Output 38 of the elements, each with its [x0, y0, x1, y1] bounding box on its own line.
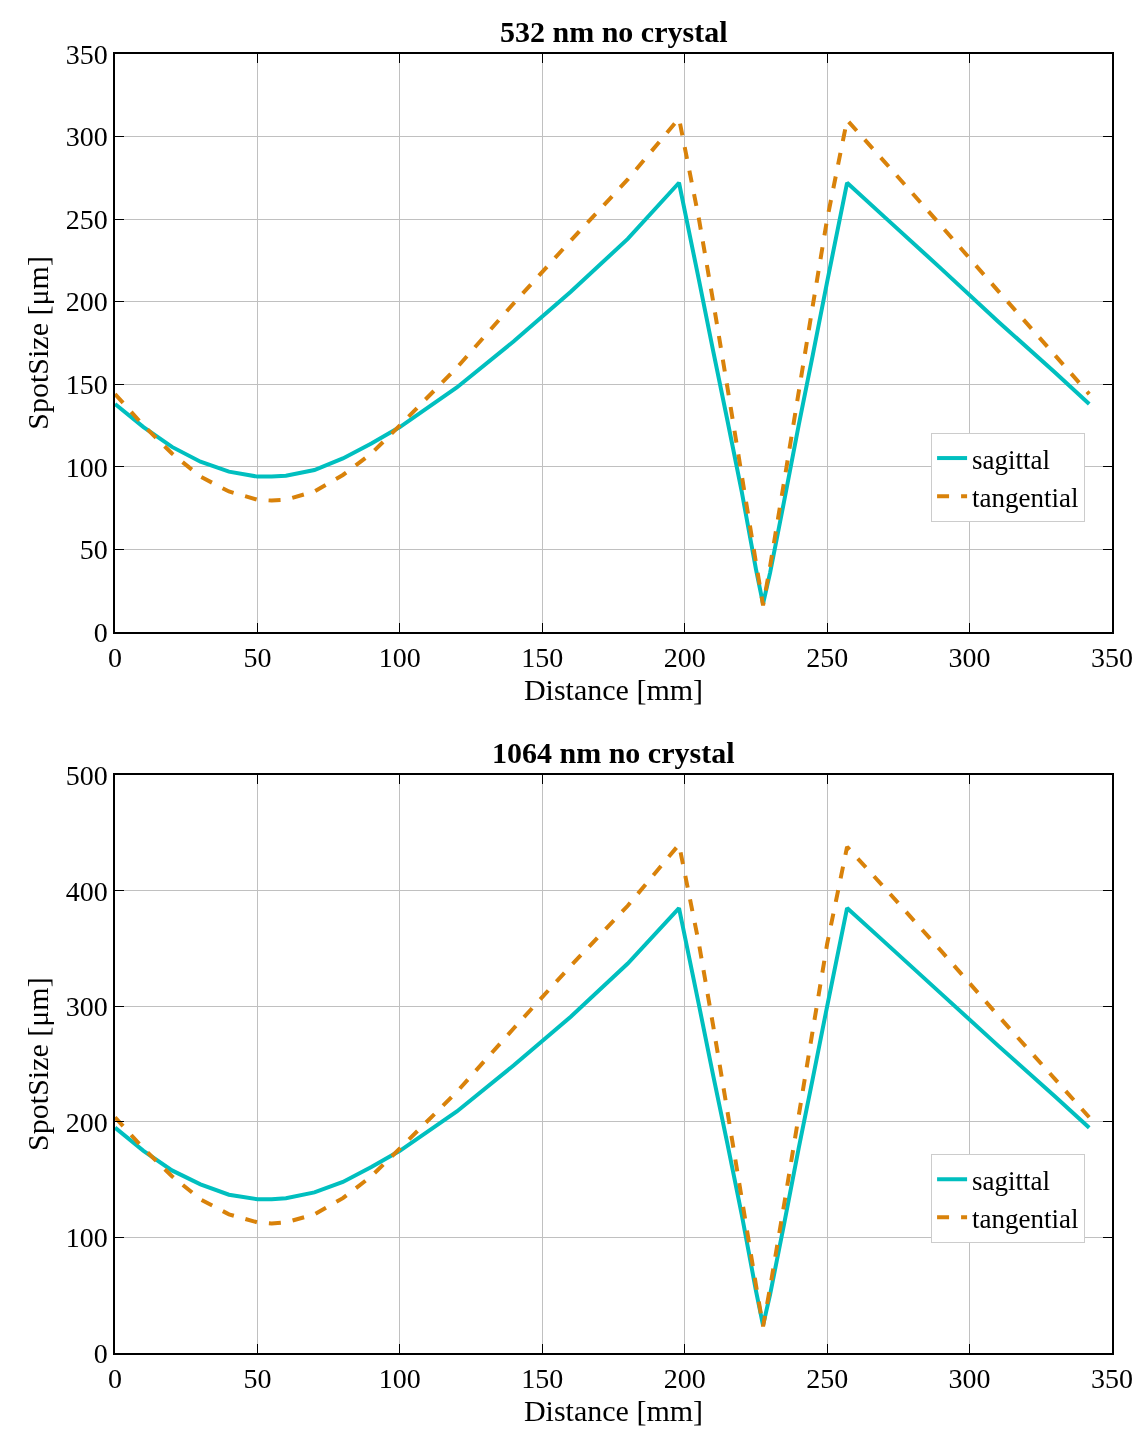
y-tick-label: 250 [65, 203, 108, 235]
x-tick-label: 50 [243, 1363, 272, 1395]
y-tick-label: 0 [93, 616, 108, 648]
y-tick-label: 100 [65, 451, 108, 483]
y-tick-label: 300 [65, 121, 108, 153]
chart-title: 1064 nm no crystal [492, 736, 735, 769]
y-tick-label: 300 [65, 991, 108, 1023]
y-tick-label: 400 [65, 875, 108, 907]
x-tick-label: 200 [663, 642, 706, 674]
y-tick-label: 150 [65, 368, 108, 400]
legend-label: tangential [972, 482, 1079, 513]
x-tick-label: 150 [521, 1363, 564, 1395]
y-tick-label: 350 [65, 38, 108, 70]
x-tick-label: 100 [378, 1363, 421, 1395]
y-axis-title: SpotSize [μm] [21, 256, 55, 430]
x-tick-label: 150 [521, 642, 564, 674]
y-tick-label: 0 [93, 1337, 108, 1369]
x-tick-label: 250 [806, 1363, 849, 1395]
legend-label: sagittal [972, 444, 1051, 475]
y-tick-label: 500 [65, 760, 108, 791]
y-tick-label: 200 [65, 286, 108, 318]
x-tick-label: 350 [1091, 642, 1133, 674]
y-tick-label: 200 [65, 1106, 108, 1138]
legend-label: sagittal [972, 1165, 1051, 1196]
x-tick-label: 300 [948, 1363, 991, 1395]
chart-title: 532 nm no crystal [500, 15, 728, 48]
y-tick-label: 50 [79, 534, 108, 566]
x-axis-title: Distance [mm] [523, 673, 704, 707]
x-axis-title: Distance [mm] [523, 1394, 704, 1428]
x-tick-label: 200 [663, 1363, 706, 1395]
y-tick-label: 100 [65, 1222, 108, 1254]
x-tick-label: 300 [948, 642, 991, 674]
y-axis-title: SpotSize [μm] [21, 977, 55, 1151]
x-tick-label: 250 [806, 642, 849, 674]
x-tick-label: 350 [1091, 1363, 1133, 1395]
x-tick-label: 50 [243, 642, 272, 674]
x-tick-label: 100 [378, 642, 421, 674]
legend-label: tangential [972, 1203, 1079, 1234]
